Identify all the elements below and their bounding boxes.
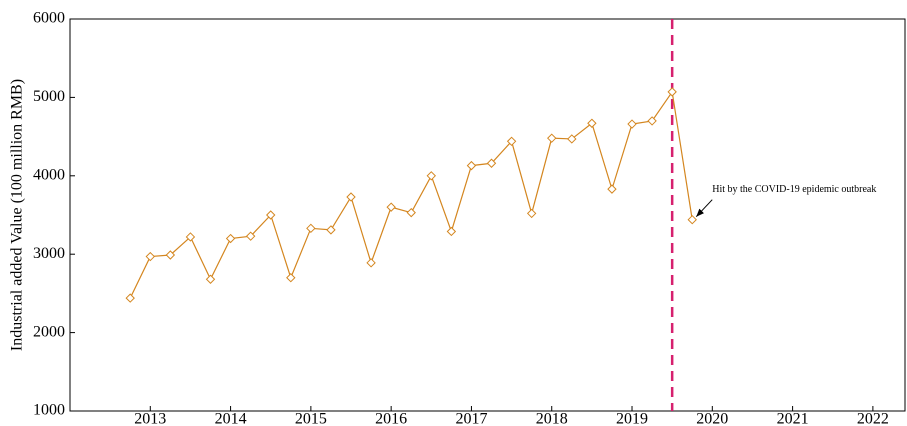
data-point — [205, 274, 216, 284]
x-tick-label: 2013 — [134, 411, 166, 426]
data-point — [125, 293, 135, 303]
annotation-arrow — [695, 199, 713, 218]
x-tick-label: 2022 — [857, 411, 889, 426]
data-point — [466, 160, 477, 171]
data-point — [346, 192, 356, 202]
x-tick-label: 2020 — [696, 411, 728, 426]
data-point — [647, 116, 657, 126]
data-point — [326, 225, 336, 235]
data-point — [526, 208, 537, 219]
data-point — [386, 202, 396, 212]
y-tick-label: 3000 — [33, 245, 65, 262]
data-point — [627, 119, 637, 129]
y-tick-label: 4000 — [33, 166, 65, 183]
data-point — [486, 158, 497, 168]
data-point — [406, 207, 416, 218]
data-point — [567, 134, 577, 144]
x-tick-label: 2019 — [616, 411, 648, 426]
data-point — [547, 133, 557, 143]
data-point — [687, 214, 697, 225]
annotation: Hit by the COVID-19 epidemic outbreak — [712, 184, 876, 195]
data-point — [506, 136, 517, 147]
x-tick-label: 2015 — [295, 411, 327, 426]
x-tick-label: 2014 — [215, 411, 247, 426]
data-point — [667, 87, 677, 97]
data-point — [306, 223, 316, 234]
x-tick-label: 2021 — [777, 411, 809, 426]
data-point — [446, 226, 457, 237]
x-tick-label: 2016 — [375, 411, 407, 426]
y-tick-label: 5000 — [33, 88, 65, 105]
x-tick-label: 2017 — [455, 411, 487, 426]
data-line — [129, 90, 693, 299]
data-point — [366, 258, 376, 268]
data-point — [266, 210, 276, 220]
x-tick-label: 2018 — [536, 411, 568, 426]
plot-frame — [69, 18, 906, 412]
data-point — [587, 118, 597, 128]
data-point — [426, 171, 437, 181]
y-tick-label: 1000 — [33, 402, 65, 419]
data-point — [607, 184, 617, 194]
y-axis-label: Industrial added Value (100 million RMB) — [9, 79, 26, 351]
data-point — [286, 273, 296, 283]
y-tick-label: 6000 — [33, 10, 65, 27]
data-point — [145, 251, 155, 262]
y-tick-label: 2000 — [33, 323, 65, 340]
data-point — [225, 233, 236, 244]
data-point — [185, 232, 196, 242]
data-point — [245, 231, 256, 241]
data-point — [165, 250, 176, 260]
